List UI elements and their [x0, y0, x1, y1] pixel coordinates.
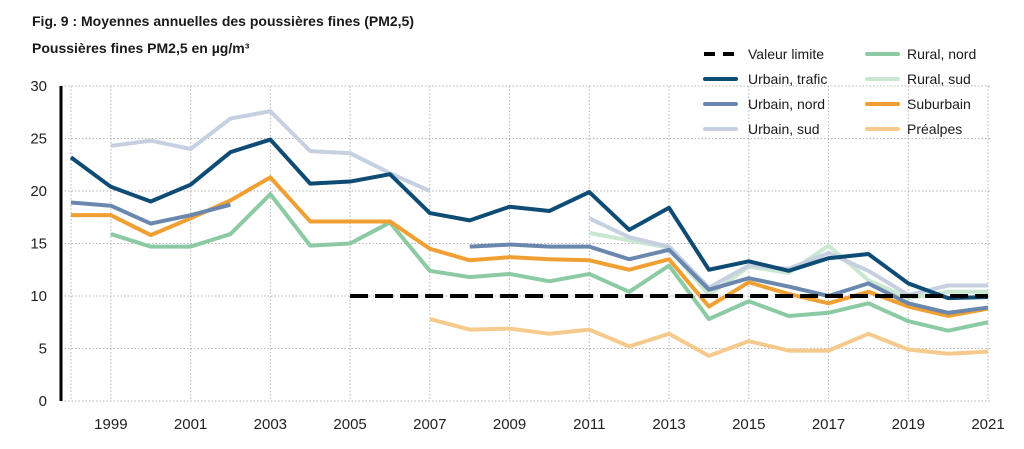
- legend-item-urbain-sud: Urbain, sud: [703, 121, 820, 137]
- y-axis-ticks: 0 5 10 15 20 25 30: [30, 78, 47, 410]
- series-group: [69, 109, 989, 358]
- y-tick-label: 0: [39, 393, 47, 410]
- legend: Valeur limite Urbain, trafic Urbain, nord U…: [703, 46, 976, 137]
- series-line-suburbain: [71, 175, 989, 318]
- y-tick-label: 5: [39, 341, 47, 358]
- y-tick-label: 10: [30, 288, 47, 305]
- legend-item-rural-nord: Rural, nord: [865, 46, 976, 62]
- y-tick-label: 30: [30, 78, 47, 95]
- series-line-urbain-sud: [588, 216, 988, 297]
- legend-label: Valeur limite: [748, 46, 824, 62]
- legend-item-prealpes: Préalpes: [865, 121, 962, 137]
- series-line-urbain-nord: [469, 242, 989, 315]
- legend-item-valeur-limite: Valeur limite: [704, 46, 824, 62]
- legend-label: Préalpes: [907, 121, 962, 137]
- legend-label: Urbain, nord: [748, 96, 825, 112]
- x-tick-label: 2013: [652, 416, 685, 433]
- series-line-urbain-trafic: [69, 137, 989, 301]
- legend-item-urbain-nord: Urbain, nord: [703, 96, 825, 112]
- x-tick-label: 2019: [892, 416, 925, 433]
- x-tick-label: 2011: [573, 416, 605, 433]
- y-axis-unit-label: Poussières fines PM2,5 en µg/m³: [32, 40, 250, 56]
- legend-label: Urbain, sud: [748, 121, 820, 137]
- x-tick-label: 2015: [732, 416, 765, 433]
- x-tick-label: 2003: [254, 416, 287, 433]
- y-tick-label: 20: [30, 183, 47, 200]
- legend-item-suburbain: Suburbain: [865, 96, 971, 112]
- series-line-rural-nord: [110, 192, 989, 333]
- x-tick-label: 2005: [333, 416, 366, 433]
- x-tick-label: 2001: [174, 416, 207, 433]
- y-tick-label: 25: [30, 131, 47, 148]
- legend-label: Rural, sud: [907, 71, 971, 87]
- legend-label: Urbain, trafic: [748, 71, 827, 87]
- x-tick-label: 2007: [413, 416, 446, 433]
- y-tick-label: 15: [30, 236, 47, 253]
- x-tick-label: 2017: [812, 416, 845, 433]
- legend-item-rural-sud: Rural, sud: [865, 71, 971, 87]
- series-line-prealpes: [429, 317, 989, 358]
- legend-label: Suburbain: [907, 96, 971, 112]
- legend-item-urbain-trafic: Urbain, trafic: [703, 71, 827, 87]
- figure-title: Fig. 9 : Moyennes annuelles des poussièr…: [32, 13, 414, 29]
- x-axis-ticks: 1999 2001 2003 2005 2007 2009 2011 2013 2015 2017…: [94, 416, 1005, 433]
- x-tick-label: 1999: [94, 416, 127, 433]
- legend-label: Rural, nord: [907, 46, 976, 62]
- x-tick-label: 2009: [493, 416, 526, 433]
- x-tick-label: 2021: [971, 416, 1004, 433]
